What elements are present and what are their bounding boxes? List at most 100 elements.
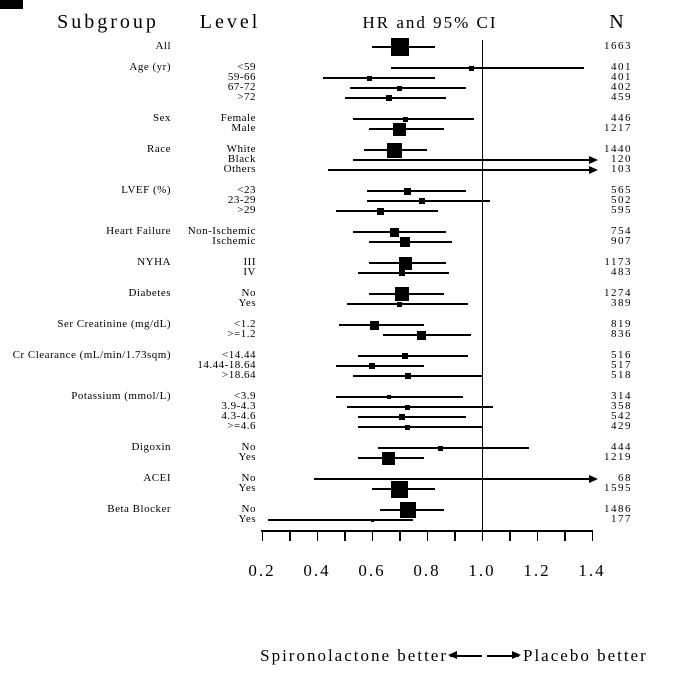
level-label: Yes [238, 297, 256, 309]
hr-point-marker [393, 122, 406, 136]
ci-line [352, 118, 474, 120]
level-label: >18.64 [222, 369, 256, 381]
x-axis-tick [399, 530, 401, 541]
n-value: 1663 [604, 40, 632, 52]
n-value: 516 [611, 349, 632, 361]
x-axis-tick [371, 530, 373, 541]
x-axis-tick [316, 530, 318, 541]
hr-point-marker [398, 256, 412, 270]
level-label: III [243, 256, 256, 268]
n-value: 517 [611, 359, 632, 371]
column-header-subgroup: Subgroup [57, 11, 159, 33]
reference-line [481, 40, 483, 530]
hr-point-marker [399, 414, 406, 420]
ci-line [369, 241, 452, 243]
subgroup-label: All [155, 40, 171, 52]
n-value: 459 [611, 91, 632, 103]
hr-point-marker [370, 320, 380, 330]
ci-line [352, 231, 447, 233]
hr-point-marker [376, 207, 384, 215]
level-label: No [241, 472, 256, 484]
hr-point-marker [386, 142, 402, 158]
column-header-n: N [609, 11, 627, 33]
level-label: 3.9-4.3 [221, 400, 256, 412]
subgroup-label: Cr Clearance (mL/min/1.73sqm) [12, 349, 171, 361]
n-value: 401 [611, 71, 632, 83]
ci-line [336, 210, 438, 212]
x-axis-tick-label: 1.2 [523, 561, 551, 580]
hr-point-marker [404, 373, 411, 379]
n-value: 177 [611, 513, 632, 525]
hr-point-marker [453, 159, 456, 161]
n-value: 565 [611, 184, 632, 196]
ci-line [391, 67, 584, 69]
hr-point-marker [390, 38, 409, 56]
n-value: 68 [618, 472, 632, 484]
hr-point-marker [439, 478, 442, 480]
x-axis-tick-label: 0.8 [413, 561, 441, 580]
ci-line [267, 519, 414, 521]
level-label: 59-66 [227, 71, 256, 83]
n-value: 1217 [604, 122, 632, 134]
subgroup-label: Race [147, 143, 171, 155]
hr-point-marker [389, 227, 399, 237]
n-value: 389 [611, 297, 632, 309]
ci-line [336, 396, 463, 398]
ci-line [352, 375, 482, 377]
x-axis-tick [261, 530, 263, 541]
n-value: 1173 [604, 256, 632, 268]
right-arrow-icon [487, 651, 521, 659]
top-left-artifact [0, 0, 23, 9]
subgroup-label: Diabetes [128, 287, 171, 299]
level-label: IV [243, 266, 256, 278]
subgroup-label: Ser Creatinine (mg/dL) [57, 318, 171, 330]
ci-line [358, 416, 466, 418]
hr-point-marker [395, 287, 410, 301]
n-value: 819 [611, 318, 632, 330]
hr-point-marker [439, 169, 442, 171]
subgroup-label: NYHA [137, 256, 171, 268]
hr-point-marker [385, 95, 392, 101]
footer-right-label: Placebo better [523, 646, 648, 665]
n-value: 907 [611, 235, 632, 247]
level-label: >=4.6 [227, 420, 256, 432]
ci-line [347, 406, 493, 408]
x-axis-tick [426, 530, 428, 541]
ci-line [350, 87, 466, 89]
ci-line [314, 478, 590, 480]
level-label: White [226, 143, 256, 155]
ci-line [322, 77, 436, 79]
hr-point-marker [404, 187, 412, 195]
level-label: <14.44 [222, 349, 256, 361]
x-axis-tick [344, 530, 346, 541]
level-label: Black [227, 153, 256, 165]
hr-point-marker [391, 480, 408, 498]
hr-point-marker [400, 237, 410, 247]
level-label: 4.3-4.6 [221, 410, 256, 422]
x-axis-tick [591, 530, 593, 541]
n-value: 402 [611, 81, 632, 93]
n-value: 103 [611, 163, 632, 175]
subgroup-label: Heart Failure [106, 225, 171, 237]
level-label: <1.2 [234, 318, 256, 330]
x-axis-tick-label: 0.6 [358, 561, 386, 580]
level-label: <23 [237, 184, 256, 196]
subgroup-label: Sex [153, 112, 171, 124]
subgroup-label: LVEF (%) [121, 184, 171, 196]
ci-line [358, 355, 469, 357]
hr-point-marker [405, 424, 411, 430]
ci-line [328, 169, 590, 171]
ci-line [344, 97, 447, 99]
ci-line [339, 324, 425, 326]
n-value: 429 [611, 420, 632, 432]
x-axis-tick [509, 530, 511, 541]
column-header-level: Level [199, 11, 261, 33]
n-value: 358 [611, 400, 632, 412]
x-axis-tick-label: 1.4 [578, 561, 606, 580]
x-axis-tick [564, 530, 566, 541]
x-axis-tick-label: 1.0 [468, 561, 496, 580]
level-label: 14.44-18.64 [197, 359, 256, 371]
n-value: 518 [611, 369, 632, 381]
level-label: Yes [238, 451, 256, 463]
n-value: 502 [611, 194, 632, 206]
